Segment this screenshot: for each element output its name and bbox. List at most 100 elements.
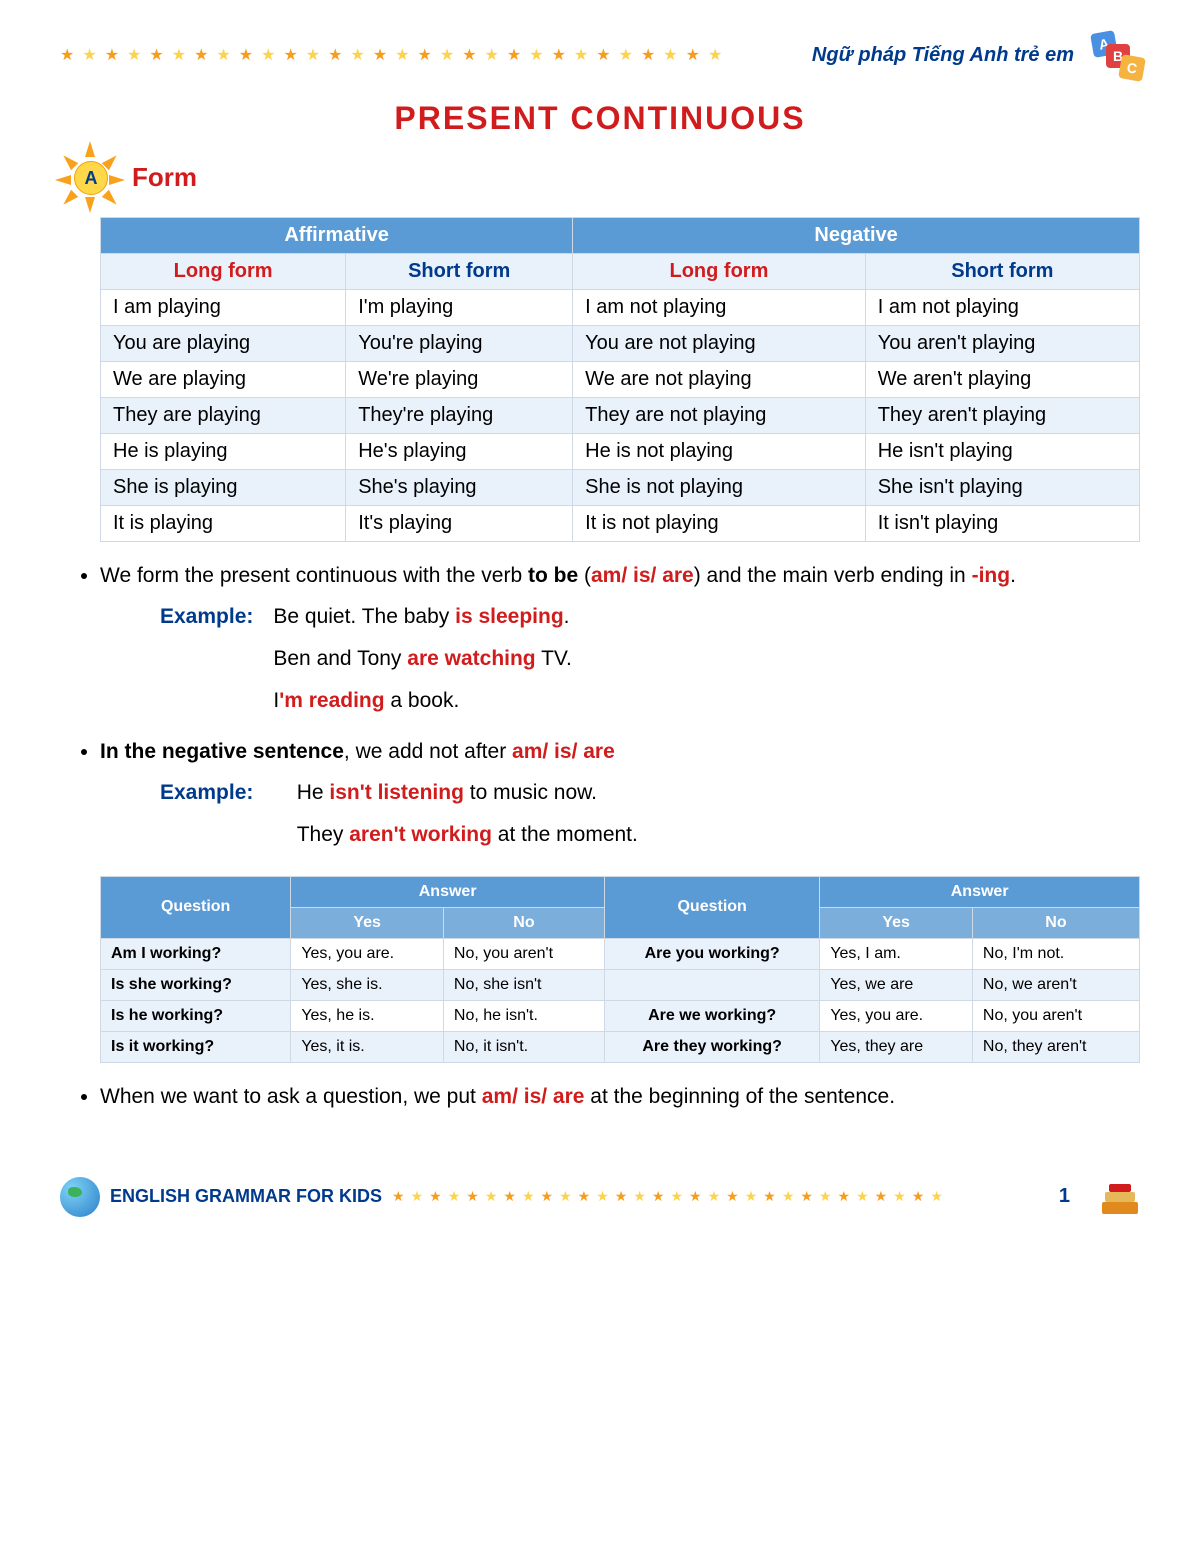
table-row: Am I working?Yes, you are.No, you aren't… bbox=[101, 938, 1140, 969]
footer-stars: ★★★★★★★★★★★★★★★★★★★★★★★★★★★★★★ bbox=[392, 1188, 1029, 1205]
form-table: Affirmative Negative Long form Short for… bbox=[100, 217, 1140, 542]
table-cell: You aren't playing bbox=[865, 326, 1139, 362]
section-letter: A bbox=[74, 161, 108, 195]
table-cell: He's playing bbox=[346, 434, 573, 470]
star-decor: ★★★★★★★★★★★★★★★★★★★★★★★★★★★★★★ bbox=[60, 45, 806, 65]
note-2: In the negative sentence, we add not aft… bbox=[100, 732, 1140, 856]
table-cell: Am I working? bbox=[101, 938, 291, 969]
table-cell: No, he isn't. bbox=[443, 1000, 604, 1031]
table-cell: She is not playing bbox=[573, 470, 866, 506]
table-cell: No, I'm not. bbox=[972, 938, 1139, 969]
table-cell bbox=[604, 969, 819, 1000]
table-cell: They are not playing bbox=[573, 398, 866, 434]
th-yes2: Yes bbox=[820, 907, 973, 938]
footer-label: ENGLISH GRAMMAR FOR KIDS bbox=[110, 1186, 382, 1207]
table-cell: He is not playing bbox=[573, 434, 866, 470]
table-cell: Is it working? bbox=[101, 1031, 291, 1062]
footer: ENGLISH GRAMMAR FOR KIDS ★★★★★★★★★★★★★★★… bbox=[60, 1177, 1140, 1217]
th-affirmative: Affirmative bbox=[101, 218, 573, 254]
table-cell: Yes, we are bbox=[820, 969, 973, 1000]
notes-list-2: When we want to ask a question, we put a… bbox=[100, 1077, 1140, 1117]
table-cell: He is playing bbox=[101, 434, 346, 470]
table-row: I am playingI'm playingI am not playingI… bbox=[101, 290, 1140, 326]
table-cell: She is playing bbox=[101, 470, 346, 506]
th-question1: Question bbox=[101, 876, 291, 938]
page-number: 1 bbox=[1059, 1185, 1070, 1208]
table-cell: Yes, I am. bbox=[820, 938, 973, 969]
table-cell: No, they aren't bbox=[972, 1031, 1139, 1062]
table-cell: No, you aren't bbox=[972, 1000, 1139, 1031]
table-cell: It is not playing bbox=[573, 506, 866, 542]
table-row: They are playingThey're playingThey are … bbox=[101, 398, 1140, 434]
table-cell: We're playing bbox=[346, 362, 573, 398]
qa-table: Question Answer Question Answer Yes No Y… bbox=[100, 876, 1140, 1063]
globe-icon bbox=[60, 1177, 100, 1217]
note-1: We form the present continuous with the … bbox=[100, 556, 1140, 722]
th-long1: Long form bbox=[101, 254, 346, 290]
table-cell: Is he working? bbox=[101, 1000, 291, 1031]
th-short1: Short form bbox=[346, 254, 573, 290]
page-title: PRESENT CONTINUOUS bbox=[60, 100, 1140, 137]
table-cell: I am playing bbox=[101, 290, 346, 326]
th-negative: Negative bbox=[573, 218, 1140, 254]
table-cell: I'm playing bbox=[346, 290, 573, 326]
books-icon bbox=[1100, 1180, 1140, 1214]
table-cell: Yes, you are. bbox=[291, 938, 444, 969]
table-cell: Yes, she is. bbox=[291, 969, 444, 1000]
table-cell: We aren't playing bbox=[865, 362, 1139, 398]
table-cell: Yes, they are bbox=[820, 1031, 973, 1062]
table-cell: They aren't playing bbox=[865, 398, 1139, 434]
section-title: Form bbox=[132, 162, 197, 193]
table-cell: We are not playing bbox=[573, 362, 866, 398]
table-cell: No, we aren't bbox=[972, 969, 1139, 1000]
note-3: When we want to ask a question, we put a… bbox=[100, 1077, 1140, 1117]
table-cell: It isn't playing bbox=[865, 506, 1139, 542]
table-row: It is playingIt's playingIt is not playi… bbox=[101, 506, 1140, 542]
table-cell: Are they working? bbox=[604, 1031, 819, 1062]
table-row: You are playingYou're playingYou are not… bbox=[101, 326, 1140, 362]
table-cell: I am not playing bbox=[573, 290, 866, 326]
th-short2: Short form bbox=[865, 254, 1139, 290]
header-subtitle: Ngữ pháp Tiếng Anh trẻ em bbox=[812, 44, 1074, 67]
table-cell: They are playing bbox=[101, 398, 346, 434]
table-cell: No, she isn't bbox=[443, 969, 604, 1000]
section-a-head: A Form bbox=[60, 147, 1140, 207]
sun-icon: A bbox=[60, 147, 120, 207]
table-cell: It is playing bbox=[101, 506, 346, 542]
table-cell: Yes, it is. bbox=[291, 1031, 444, 1062]
notes-list-1: We form the present continuous with the … bbox=[100, 556, 1140, 856]
table-cell: We are playing bbox=[101, 362, 346, 398]
table-cell: You're playing bbox=[346, 326, 573, 362]
table-cell: Are we working? bbox=[604, 1000, 819, 1031]
table-cell: Are you working? bbox=[604, 938, 819, 969]
table-cell: They're playing bbox=[346, 398, 573, 434]
th-answer1: Answer bbox=[291, 876, 605, 907]
table-row: He is playingHe's playingHe is not playi… bbox=[101, 434, 1140, 470]
table-row: We are playingWe're playingWe are not pl… bbox=[101, 362, 1140, 398]
table-cell: No, you aren't bbox=[443, 938, 604, 969]
abc-logo-icon: ABC bbox=[1090, 30, 1140, 80]
table-cell: You are not playing bbox=[573, 326, 866, 362]
th-long2: Long form bbox=[573, 254, 866, 290]
th-no1: No bbox=[443, 907, 604, 938]
table-row: Is she working?Yes, she is.No, she isn't… bbox=[101, 969, 1140, 1000]
table-cell: You are playing bbox=[101, 326, 346, 362]
table-row: She is playingShe's playingShe is not pl… bbox=[101, 470, 1140, 506]
th-question2: Question bbox=[604, 876, 819, 938]
table-cell: Is she working? bbox=[101, 969, 291, 1000]
table-cell: I am not playing bbox=[865, 290, 1139, 326]
header-row: ★★★★★★★★★★★★★★★★★★★★★★★★★★★★★★ Ngữ pháp … bbox=[60, 30, 1140, 80]
th-yes1: Yes bbox=[291, 907, 444, 938]
page: ★★★★★★★★★★★★★★★★★★★★★★★★★★★★★★ Ngữ pháp … bbox=[0, 0, 1200, 1247]
table-row: Is he working?Yes, he is.No, he isn't.Ar… bbox=[101, 1000, 1140, 1031]
table-cell: She's playing bbox=[346, 470, 573, 506]
th-answer2: Answer bbox=[820, 876, 1140, 907]
table-cell: He isn't playing bbox=[865, 434, 1139, 470]
table-cell: It's playing bbox=[346, 506, 573, 542]
th-no2: No bbox=[972, 907, 1139, 938]
table-cell: No, it isn't. bbox=[443, 1031, 604, 1062]
table-cell: Yes, you are. bbox=[820, 1000, 973, 1031]
table-cell: Yes, he is. bbox=[291, 1000, 444, 1031]
table-cell: She isn't playing bbox=[865, 470, 1139, 506]
table-row: Is it working?Yes, it is.No, it isn't.Ar… bbox=[101, 1031, 1140, 1062]
